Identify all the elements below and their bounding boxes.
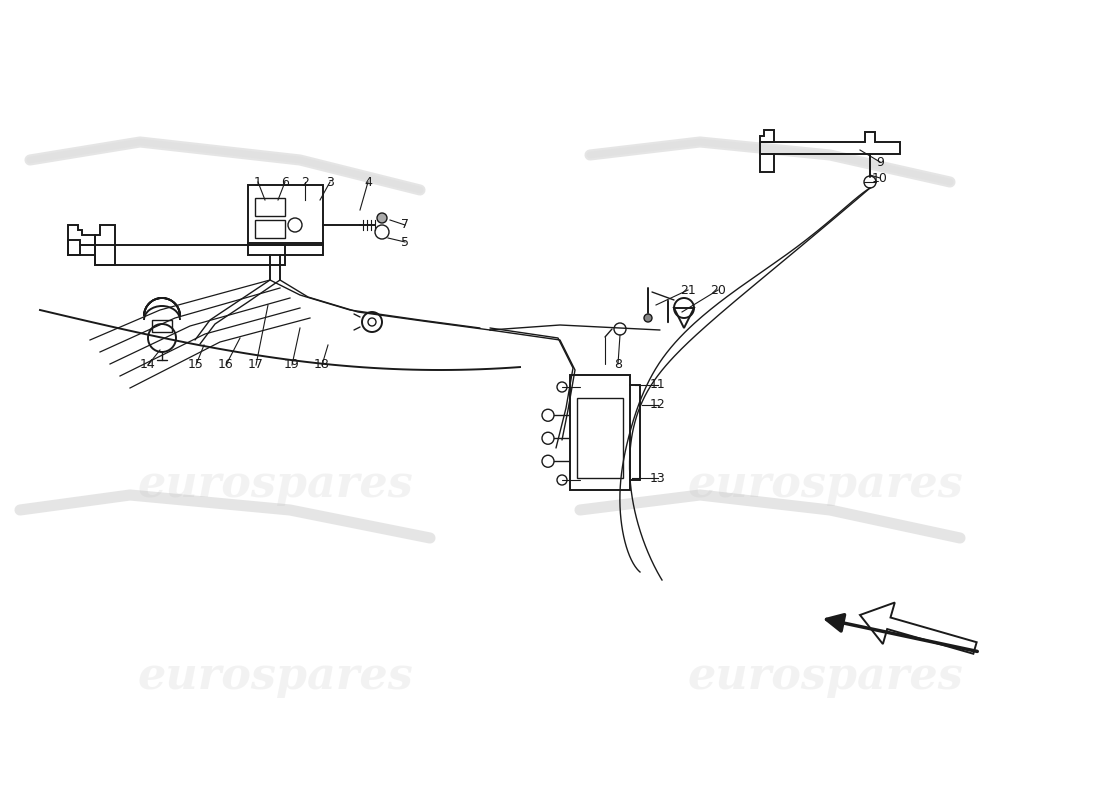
Bar [578,398,623,478]
Text: 13: 13 [650,471,666,485]
Text: 9: 9 [876,155,884,169]
Bar [255,198,285,216]
Text: 15: 15 [188,358,204,371]
Bar [248,185,323,245]
Bar [248,243,323,255]
Text: 10: 10 [872,171,888,185]
Text: eurospares: eurospares [138,462,412,506]
Text: 6: 6 [282,175,289,189]
Text: 4: 4 [364,175,372,189]
Text: 14: 14 [140,358,156,371]
Text: 3: 3 [326,175,334,189]
Text: 16: 16 [218,358,234,371]
Circle shape [377,213,387,223]
Bar [255,220,285,238]
Text: 11: 11 [650,378,666,391]
Text: 20: 20 [711,283,726,297]
Text: 17: 17 [249,358,264,371]
Text: eurospares: eurospares [688,654,962,698]
Circle shape [644,314,652,322]
Text: 7: 7 [402,218,409,231]
Bar [570,375,630,490]
Text: 5: 5 [402,235,409,249]
Text: 2: 2 [301,175,309,189]
Text: 21: 21 [680,283,696,297]
Text: 8: 8 [614,358,622,370]
Text: 1: 1 [254,175,262,189]
Text: eurospares: eurospares [688,462,962,506]
Text: 19: 19 [284,358,300,371]
Text: eurospares: eurospares [138,654,412,698]
Text: 18: 18 [315,358,330,371]
Text: 12: 12 [650,398,666,411]
